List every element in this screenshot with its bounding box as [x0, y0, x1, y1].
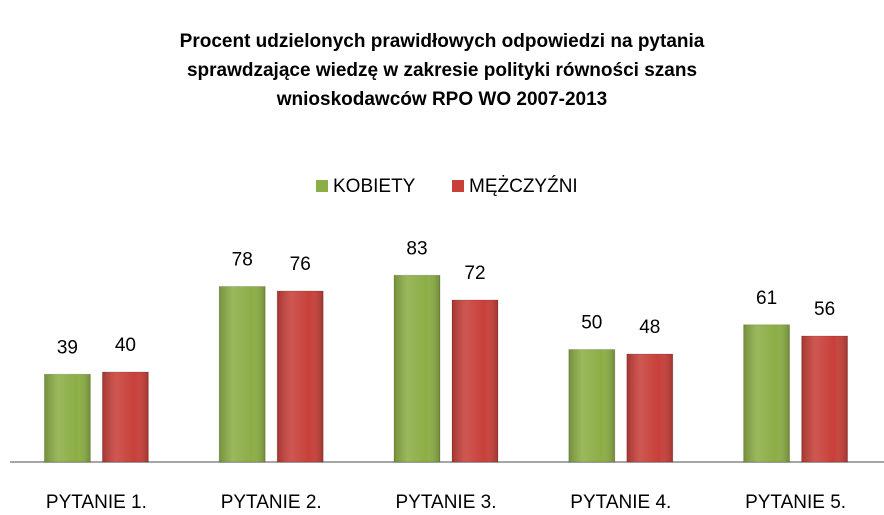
x-tick-label: PYTANIE 1. [46, 492, 147, 513]
data-label: 83 [406, 238, 427, 259]
legend-swatch [452, 180, 464, 192]
data-label: 78 [232, 250, 253, 271]
legend-label: MĘŻCZYŹNI [469, 176, 578, 197]
data-label: 50 [581, 313, 602, 334]
data-label: 76 [290, 254, 311, 275]
chart-title: Procent udzielonych prawidłowych odpowie… [180, 31, 705, 52]
x-tick-label: PYTANIE 4. [570, 492, 671, 513]
bar-shine [568, 349, 615, 462]
bar-shine [102, 372, 149, 462]
legend-label: KOBIETY [333, 176, 416, 197]
data-label: 56 [814, 299, 835, 320]
x-tick-label: PYTANIE 2. [221, 492, 322, 513]
chart-title: wnioskodawców RPO WO 2007-2013 [276, 89, 608, 110]
data-label: 48 [639, 317, 660, 338]
data-label: 40 [115, 335, 136, 356]
bar-shine [801, 336, 848, 462]
x-tick-label: PYTANIE 5. [745, 492, 846, 513]
bar-shine [44, 374, 91, 462]
chart-title: sprawdzające wiedzę w zakresie polityki … [187, 60, 697, 81]
bar-shine [452, 300, 498, 462]
x-tick-label: PYTANIE 3. [395, 492, 496, 513]
bar-shine [626, 354, 673, 462]
bar-shine [743, 324, 790, 462]
bar-shine [219, 286, 266, 462]
bar-shine [394, 275, 440, 462]
data-label: 39 [57, 337, 78, 358]
bar-shine [277, 291, 324, 462]
data-label: 72 [464, 263, 485, 284]
data-label: 61 [756, 288, 777, 309]
legend-swatch [316, 180, 328, 192]
